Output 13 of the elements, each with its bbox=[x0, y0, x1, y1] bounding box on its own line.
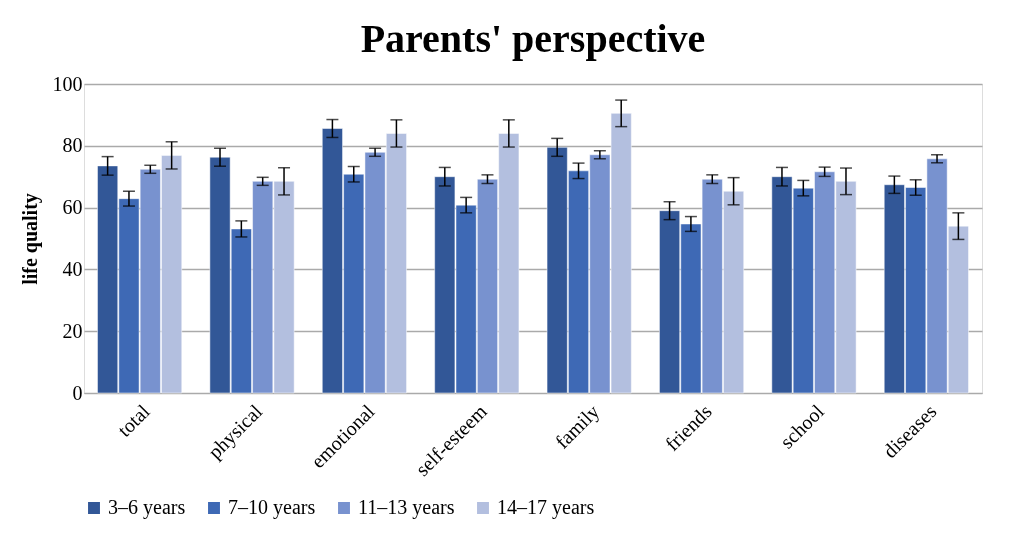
legend-label: 14–17 years bbox=[497, 496, 595, 519]
y-tick-label: 20 bbox=[62, 319, 83, 342]
y-axis-title: life quality bbox=[18, 193, 42, 285]
y-tick-label: 0 bbox=[72, 381, 83, 404]
legend-label: 11–13 years bbox=[358, 496, 455, 519]
x-tick-label: total bbox=[113, 399, 155, 441]
y-tick-label: 80 bbox=[62, 134, 83, 157]
y-tick-label: 60 bbox=[62, 196, 83, 219]
y-tick-label: 100 bbox=[52, 72, 83, 95]
y-tick-label: 40 bbox=[62, 257, 83, 280]
legend-label: 3–6 years bbox=[108, 496, 186, 519]
chart-title: Parents' perspective bbox=[360, 16, 706, 61]
legend-label: 7–10 years bbox=[228, 496, 316, 519]
